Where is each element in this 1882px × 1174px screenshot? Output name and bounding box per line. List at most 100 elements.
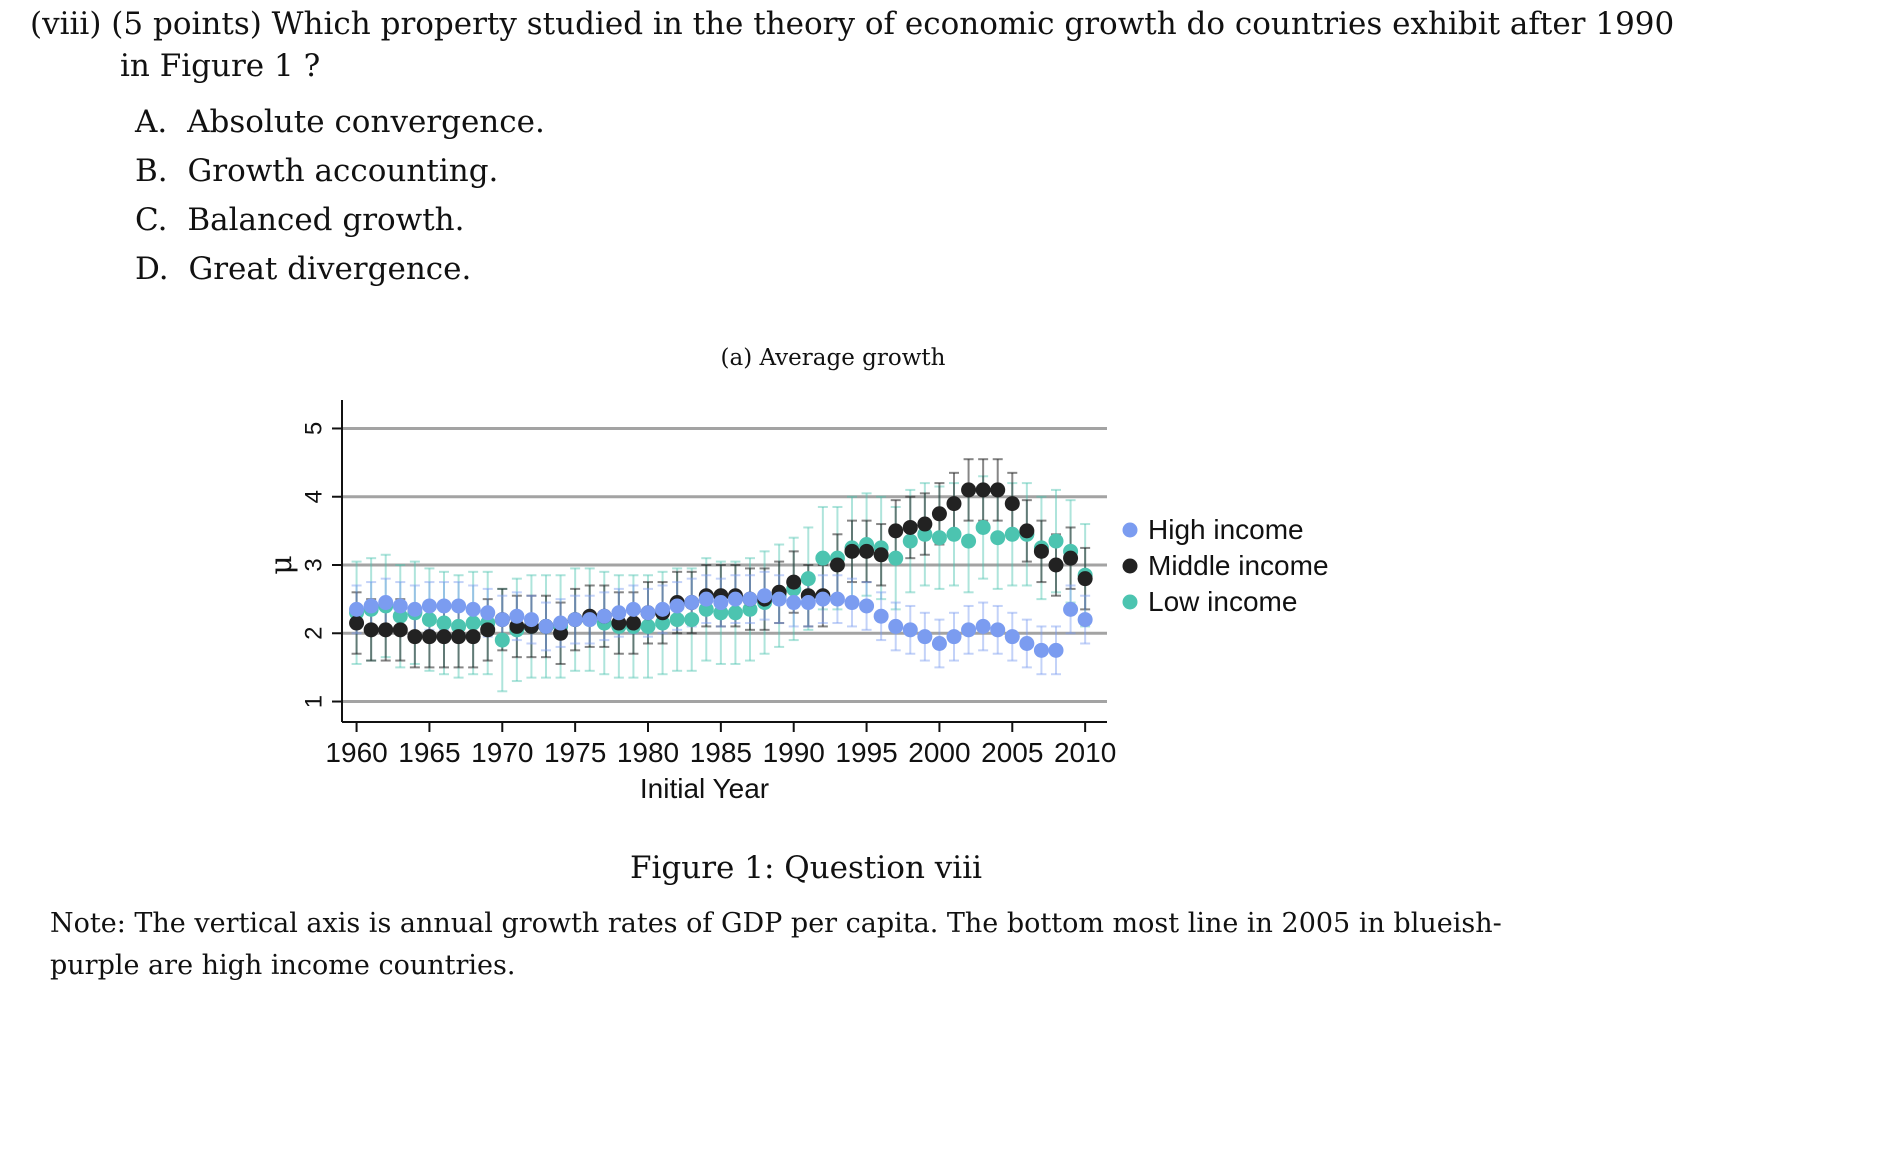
- data-point: [888, 618, 904, 634]
- data-point: [859, 543, 875, 559]
- data-point: [1033, 642, 1049, 658]
- data-point: [582, 612, 598, 628]
- data-point: [946, 629, 962, 645]
- data-point: [931, 636, 947, 651]
- data-point: [888, 550, 904, 566]
- data-point: [421, 629, 437, 645]
- note-line-1: Note: The vertical axis is annual growth…: [50, 908, 1502, 939]
- option-b: B. Growth accounting.: [135, 153, 498, 189]
- data-point: [1063, 550, 1079, 566]
- data-point: [873, 547, 889, 563]
- data-point: [902, 622, 918, 638]
- legend-label: Low income: [1148, 586, 1297, 617]
- data-point: [961, 622, 977, 638]
- data-point: [873, 608, 889, 624]
- data-point: [1077, 612, 1093, 628]
- x-tick-label: 1975: [544, 737, 606, 768]
- data-point: [771, 591, 787, 607]
- data-point: [1048, 557, 1064, 573]
- data-point: [421, 598, 437, 614]
- data-point: [1019, 523, 1035, 539]
- data-point: [800, 595, 816, 611]
- data-point: [436, 629, 452, 645]
- data-point: [349, 615, 365, 631]
- data-point: [625, 601, 641, 617]
- growth-chart: 1 2 3 4 5 1960 1965 1970 1975 1980 1985 1990 1995 200…: [265, 400, 1329, 804]
- data-point: [509, 608, 525, 624]
- data-point: [640, 605, 656, 621]
- legend-label: High income: [1148, 514, 1304, 545]
- data-point: [465, 615, 481, 631]
- data-point: [1004, 526, 1020, 542]
- data-point: [640, 618, 656, 634]
- option-text: Great divergence.: [188, 251, 472, 287]
- legend-marker: [1122, 594, 1138, 610]
- data-point: [1033, 543, 1049, 559]
- data-point: [844, 543, 860, 559]
- option-letter: A.: [135, 104, 168, 140]
- option-a: A. Absolute convergence.: [135, 104, 545, 140]
- data-point: [480, 605, 496, 621]
- x-tick-label: 1960: [325, 737, 387, 768]
- question-text-line-2: in Figure 1 ?: [120, 48, 321, 84]
- data-point: [1077, 571, 1093, 587]
- data-point: [392, 622, 408, 638]
- data-point: [829, 557, 845, 573]
- data-point: [990, 482, 1006, 498]
- y-tick-label: 4: [301, 490, 328, 503]
- data-point: [961, 482, 977, 498]
- data-point: [742, 591, 758, 607]
- y-tick-label: 1: [301, 695, 328, 708]
- data-point: [844, 595, 860, 611]
- data-point: [684, 612, 700, 628]
- data-point: [436, 615, 452, 631]
- data-point: [494, 612, 510, 628]
- option-text: Growth accounting.: [187, 153, 499, 189]
- data-point: [786, 595, 802, 611]
- x-tick-label: 1970: [471, 737, 533, 768]
- data-point: [1019, 636, 1035, 651]
- x-tick-label: 2000: [908, 737, 970, 768]
- data-point: [567, 612, 583, 628]
- option-text: Balanced growth.: [187, 202, 465, 238]
- data-point: [596, 608, 612, 624]
- data-point: [786, 574, 802, 590]
- data-point: [538, 618, 554, 634]
- x-tick-label: 2010: [1054, 737, 1116, 768]
- x-tick-label: 2005: [981, 737, 1043, 768]
- data-point: [625, 615, 641, 631]
- data-point: [975, 519, 991, 535]
- data-point: [553, 615, 569, 631]
- y-tick-label: 3: [301, 558, 328, 571]
- data-point: [990, 622, 1006, 638]
- x-tick-label: 1990: [763, 737, 825, 768]
- data-point: [363, 622, 379, 638]
- option-text: Absolute convergence.: [187, 104, 545, 140]
- data-point: [888, 523, 904, 539]
- note-line-2: purple are high income countries.: [50, 950, 516, 981]
- legend-marker: [1122, 558, 1138, 574]
- data-point: [931, 530, 947, 546]
- data-point: [727, 591, 743, 607]
- data-point: [727, 605, 743, 621]
- data-point: [465, 601, 481, 617]
- series-points-high-income: [349, 588, 1093, 658]
- data-point: [436, 598, 452, 614]
- option-d: D. Great divergence.: [135, 251, 471, 287]
- data-point: [1004, 496, 1020, 512]
- data-point: [392, 598, 408, 614]
- data-point: [917, 629, 933, 645]
- data-point: [421, 612, 437, 628]
- data-point: [1048, 533, 1064, 549]
- data-point: [815, 550, 831, 566]
- data-point: [480, 622, 496, 638]
- data-point: [407, 601, 423, 617]
- y-axis-label: μ: [265, 555, 300, 575]
- data-point: [713, 595, 729, 611]
- figure-caption: Figure 1: Question viii: [630, 850, 983, 886]
- data-point: [349, 601, 365, 617]
- x-tick-label: 1980: [617, 737, 679, 768]
- x-axis-label: Initial Year: [640, 773, 769, 804]
- data-point: [902, 519, 918, 535]
- data-point: [669, 598, 685, 614]
